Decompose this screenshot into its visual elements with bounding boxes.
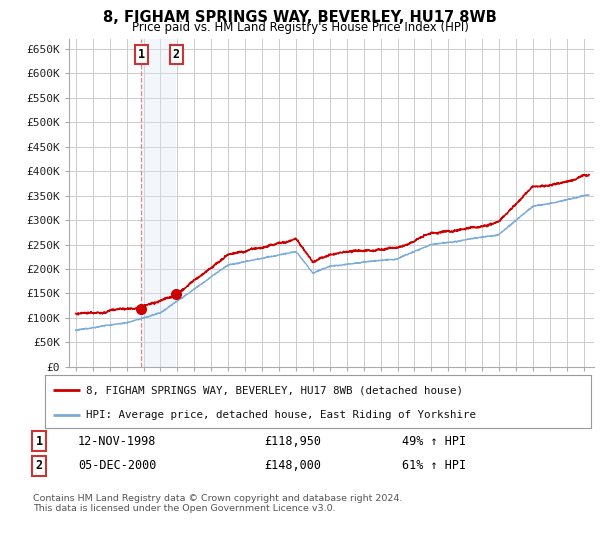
Text: 61% ↑ HPI: 61% ↑ HPI [402,459,466,473]
Text: Price paid vs. HM Land Registry's House Price Index (HPI): Price paid vs. HM Land Registry's House … [131,21,469,34]
Text: 2: 2 [172,48,179,62]
Text: £148,000: £148,000 [264,459,321,473]
Text: HPI: Average price, detached house, East Riding of Yorkshire: HPI: Average price, detached house, East… [86,410,476,420]
Text: 12-NOV-1998: 12-NOV-1998 [78,435,157,448]
Text: 05-DEC-2000: 05-DEC-2000 [78,459,157,473]
Bar [142,39,176,367]
Text: 1: 1 [138,48,145,62]
Text: 2: 2 [35,459,43,473]
Text: 49% ↑ HPI: 49% ↑ HPI [402,435,466,448]
Text: Contains HM Land Registry data © Crown copyright and database right 2024.
This d: Contains HM Land Registry data © Crown c… [33,494,403,514]
Text: £118,950: £118,950 [264,435,321,448]
Text: 8, FIGHAM SPRINGS WAY, BEVERLEY, HU17 8WB (detached house): 8, FIGHAM SPRINGS WAY, BEVERLEY, HU17 8W… [86,385,463,395]
Text: 1: 1 [35,435,43,448]
Text: 8, FIGHAM SPRINGS WAY, BEVERLEY, HU17 8WB: 8, FIGHAM SPRINGS WAY, BEVERLEY, HU17 8W… [103,10,497,25]
